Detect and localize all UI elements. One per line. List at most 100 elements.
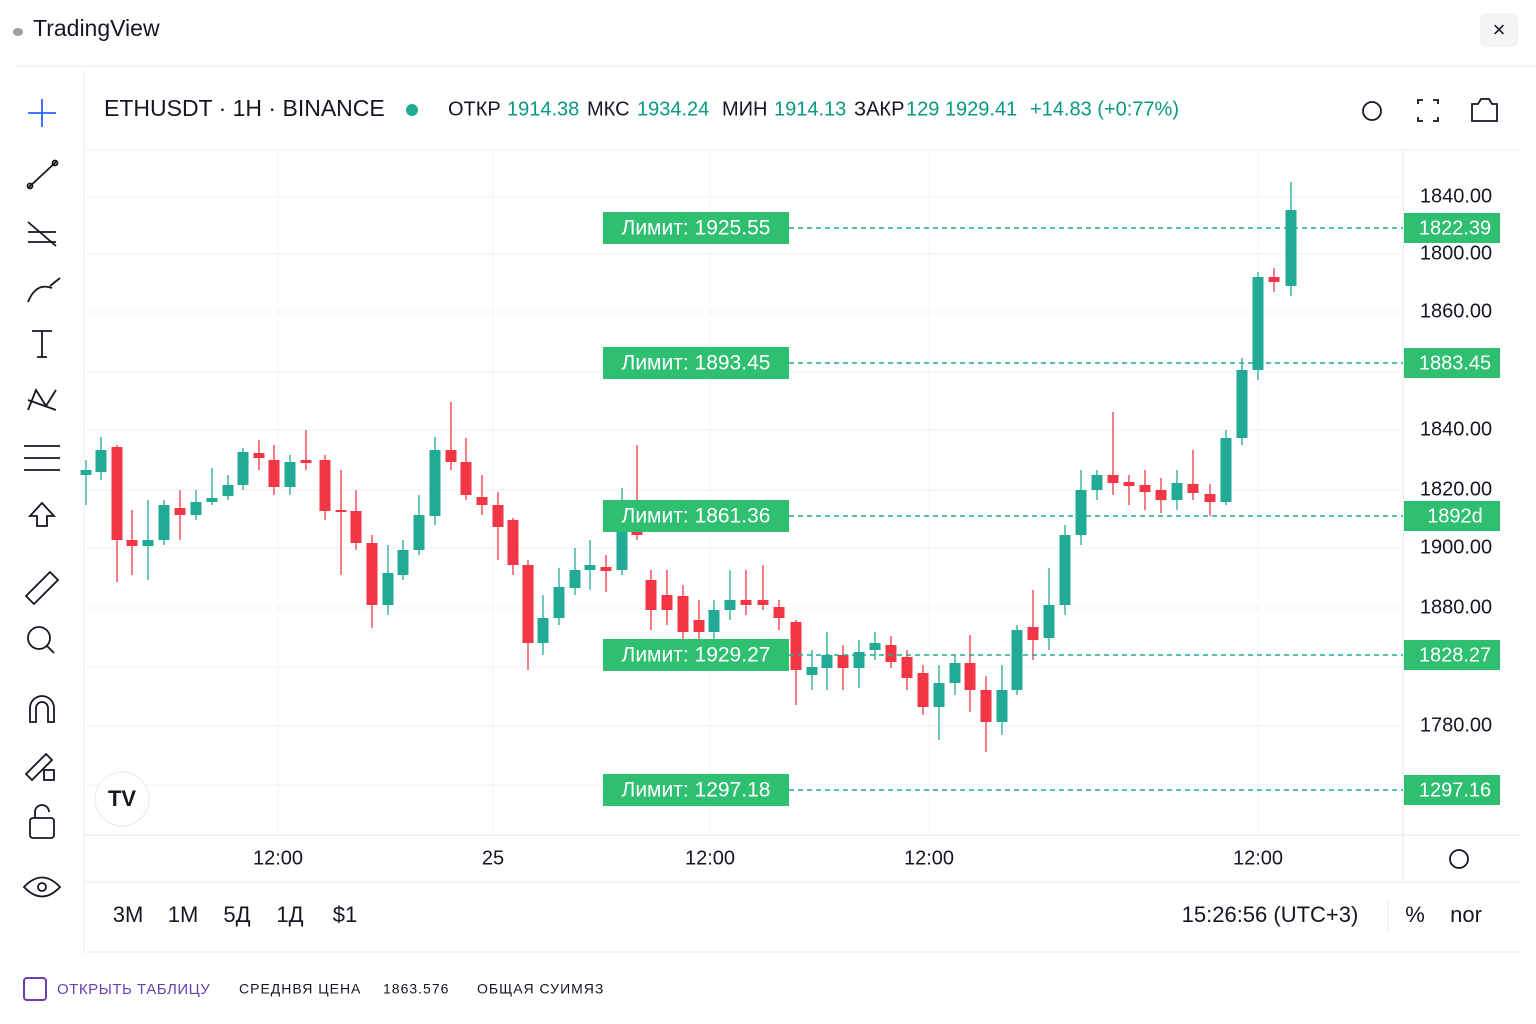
limit-label[interactable]: Лимит: 1297.18 [622, 779, 771, 802]
candle-body [869, 643, 881, 650]
range-button[interactable]: 1M [168, 902, 199, 927]
candle-body [507, 520, 519, 565]
pattern-tool[interactable] [27, 388, 57, 411]
text-tool[interactable] [32, 330, 52, 358]
screenshot-button[interactable] [1471, 98, 1498, 122]
candle-body [584, 565, 596, 570]
candle-body [522, 565, 534, 643]
table-icon[interactable] [23, 977, 47, 1001]
close-button[interactable] [1480, 13, 1518, 47]
app-icon [13, 28, 23, 36]
candle-body [1011, 630, 1023, 690]
total-label: ОБЩАЯ СУИМЯЗ [477, 981, 604, 997]
candle-body [284, 462, 296, 487]
percent-toggle[interactable]: % [1405, 902, 1425, 927]
limit-label-box[interactable] [603, 500, 789, 532]
drawing-toolbar [22, 99, 62, 898]
price-axis-label: 1880.00 [1420, 596, 1492, 618]
price-axis-label: 1840.00 [1420, 185, 1492, 207]
candle-body [645, 580, 657, 610]
range-button[interactable]: $1 [333, 902, 357, 927]
time-axis-label: 12:00 [253, 847, 303, 869]
candle-body [460, 462, 472, 495]
candle-body [1107, 475, 1119, 483]
open-table-link[interactable]: ОТКРЫТЬ ТАБЛИЦУ [57, 981, 210, 998]
price-axis-label: 1840.00 [1420, 418, 1492, 440]
range-button[interactable]: 5Д [223, 902, 250, 927]
candle-body [1155, 490, 1167, 500]
candle-body [476, 497, 488, 505]
trend-line-tool[interactable] [26, 159, 59, 190]
candle-body [600, 567, 612, 571]
limit-label[interactable]: Лимит: 1925.55 [622, 217, 771, 240]
candle-body [1285, 210, 1297, 286]
candle-body [268, 460, 280, 487]
candle-body [1220, 438, 1232, 502]
ruler-tool[interactable] [24, 570, 60, 606]
price-tag-box [1404, 640, 1500, 670]
limit-label[interactable]: Лимит: 1861.36 [622, 505, 771, 528]
candle-body [806, 667, 818, 675]
ohlc-field: +14.83 (+0:77%) [1030, 98, 1179, 120]
limit-label-box[interactable] [603, 347, 789, 379]
candle-body [397, 550, 409, 575]
candle-body [616, 530, 628, 570]
close-icon[interactable]: × [1493, 17, 1506, 42]
candle-body [300, 460, 312, 463]
magnet-tool[interactable] [29, 695, 55, 723]
candle-body [757, 600, 769, 605]
candle-body [158, 505, 170, 540]
range-button[interactable]: 3M [113, 902, 144, 927]
candle-body [631, 530, 643, 535]
visibility-tool[interactable] [22, 876, 62, 898]
candle-body [1268, 277, 1280, 282]
tv-logo [94, 771, 150, 827]
candle-body [253, 453, 265, 458]
candle-body [724, 600, 736, 610]
candle-body [980, 690, 992, 722]
brush-tool[interactable] [27, 277, 61, 303]
limit-label[interactable]: Лимит: 1929.27 [622, 644, 771, 667]
price-axis-label: 1800.00 [1420, 242, 1492, 264]
fib-tool[interactable] [27, 221, 57, 247]
limit-label-box[interactable] [603, 639, 789, 671]
time-axis-label: 12:00 [1233, 847, 1283, 869]
zoom-tool[interactable] [27, 626, 55, 654]
candle-body [95, 450, 107, 472]
ohlc-field: 1914.38 [507, 98, 579, 120]
scale-toggle[interactable]: nor [1450, 902, 1482, 927]
prediction-tool[interactable] [24, 445, 60, 471]
candle-body [553, 587, 565, 618]
candle-body [949, 663, 961, 683]
limit-label-box[interactable] [603, 212, 789, 244]
range-button[interactable]: 1Д [276, 902, 303, 927]
price-tag-box [1404, 348, 1500, 378]
symbol-title: ETHUSDT · 1H · BINANCE [104, 95, 385, 121]
candle-body [1059, 535, 1071, 605]
price-axis-label: 1780.00 [1420, 714, 1492, 736]
limit-label-box[interactable] [603, 774, 789, 806]
candle-body [1123, 482, 1135, 486]
lock-tool[interactable] [29, 804, 55, 839]
crosshair-tool[interactable] [28, 99, 56, 127]
measure-tool[interactable] [24, 752, 55, 782]
candle-body [237, 452, 249, 485]
fullscreen-button[interactable] [1417, 99, 1439, 122]
arrow-tool[interactable] [27, 501, 57, 527]
limit-label[interactable]: Лимит: 1893.45 [622, 352, 771, 375]
candle-body [885, 645, 897, 662]
candle-body [429, 450, 441, 516]
axis-settings[interactable] [1449, 849, 1469, 869]
candle-body [708, 610, 720, 632]
ohlc-field: МКС [587, 98, 630, 120]
candle-body [206, 498, 218, 502]
candle-body [222, 485, 234, 496]
candle-body [837, 655, 849, 668]
candle-body [790, 622, 802, 670]
candle-body [537, 618, 549, 643]
candle-body [80, 470, 92, 475]
settings-button[interactable] [1362, 101, 1382, 121]
candle-body [413, 515, 425, 550]
candle-body [190, 502, 202, 515]
